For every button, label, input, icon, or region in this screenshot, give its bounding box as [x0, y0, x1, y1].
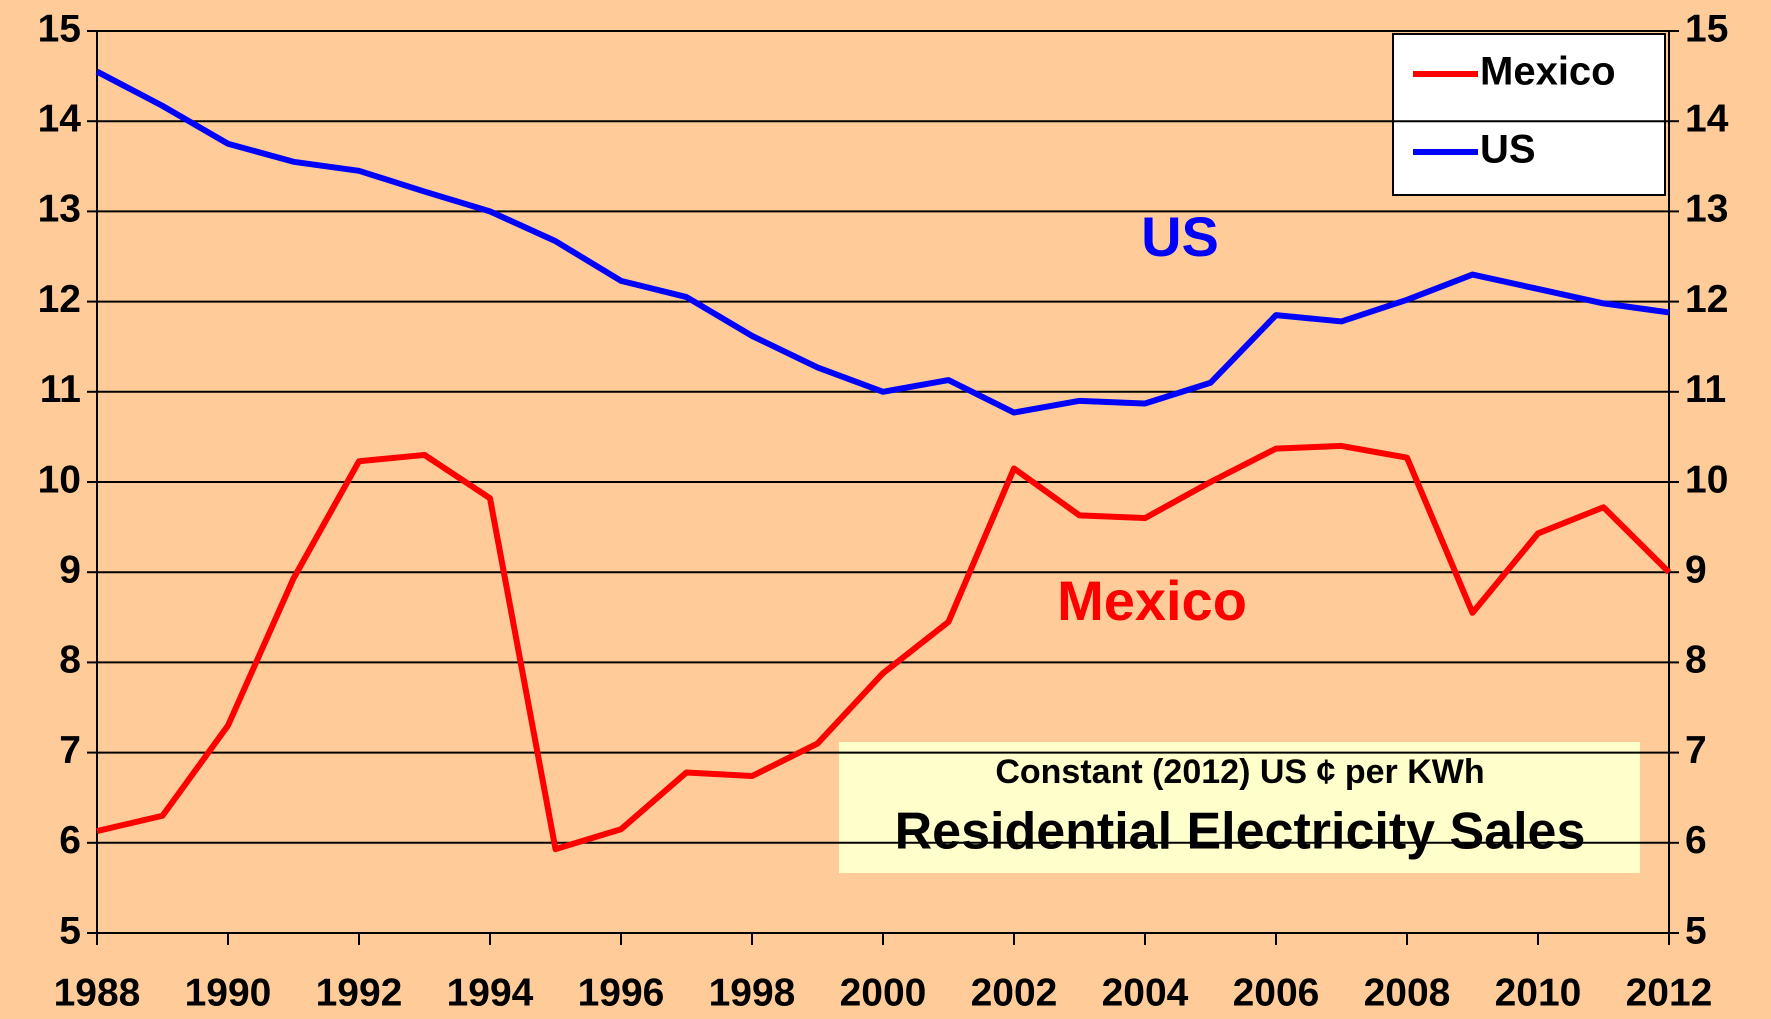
x-tick-label: 2002 [971, 971, 1058, 1014]
legend-label: Mexico [1480, 50, 1616, 94]
y-tick-label: 15 [38, 7, 81, 50]
chart-title: Residential Electricity Sales [895, 803, 1586, 861]
y2-tick-label: 15 [1685, 7, 1728, 50]
y-tick-label: 9 [59, 548, 81, 591]
line-series [95, 68, 1670, 416]
y-tick-label: 8 [59, 639, 81, 682]
x-tick-label: 1996 [578, 971, 665, 1014]
x-tick-label: 1998 [709, 971, 796, 1014]
y2-tick-label: 8 [1685, 639, 1707, 682]
x-tick-label: 1988 [54, 971, 141, 1014]
x-tick-label: 2012 [1626, 971, 1713, 1014]
y2-tick-label: 5 [1685, 909, 1707, 952]
y-tick-label: 10 [38, 458, 81, 501]
y-tick-label: 12 [38, 278, 81, 321]
x-tick-label: 2006 [1233, 971, 1320, 1014]
x-tick-label: 2010 [1495, 971, 1582, 1014]
x-tick-label: 2008 [1364, 971, 1451, 1014]
y2-tick-label: 10 [1685, 458, 1728, 501]
y-tick-label: 13 [38, 188, 81, 231]
y2-tick-label: 14 [1685, 97, 1729, 140]
chart-subtitle: Constant (2012) US ¢ per KWh [995, 753, 1484, 791]
y2-tick-label: 9 [1685, 548, 1707, 591]
legend-label: US [1480, 128, 1536, 172]
y2-tick-label: 6 [1685, 819, 1707, 862]
annotation: US [1141, 205, 1219, 268]
line-series [96, 442, 1672, 853]
y-tick-label: 5 [59, 909, 81, 952]
x-tick-label: 1994 [447, 971, 534, 1014]
y2-tick-label: 11 [1685, 368, 1726, 411]
legend [1392, 33, 1666, 196]
y2-tick-label: 13 [1685, 188, 1728, 231]
y-tick-label: 7 [59, 729, 81, 772]
y-tick-label: 11 [40, 368, 81, 411]
x-tick-label: 1990 [185, 971, 272, 1014]
x-tick-label: 2000 [840, 971, 927, 1014]
y-tick-label: 14 [38, 97, 82, 140]
y-tick-label: 6 [59, 819, 81, 862]
title-box [839, 742, 1640, 873]
x-tick-label: 2004 [1102, 971, 1189, 1014]
y2-tick-label: 7 [1685, 729, 1707, 772]
y2-tick-label: 12 [1685, 278, 1728, 321]
annotation: Mexico [1057, 569, 1247, 632]
x-tick-label: 1992 [316, 971, 403, 1014]
